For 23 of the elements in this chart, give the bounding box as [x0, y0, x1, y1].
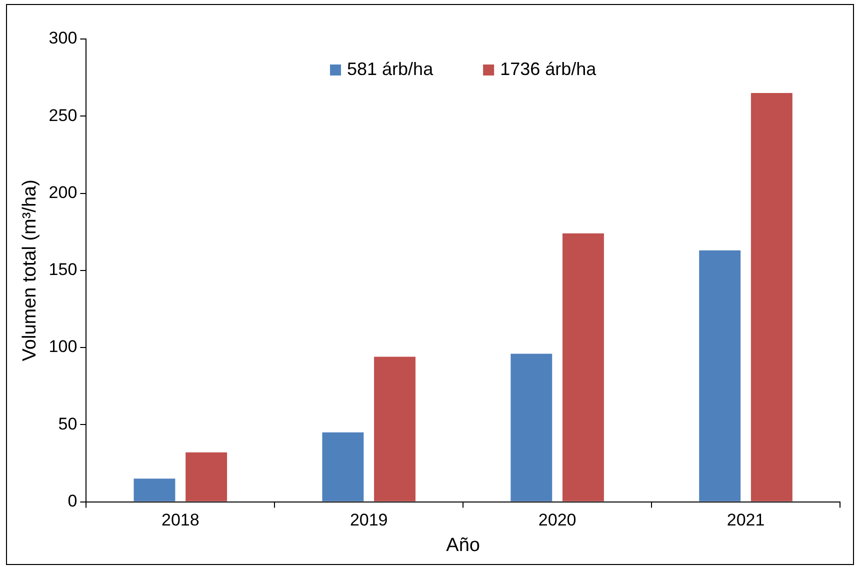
- y-axis-title: Volumen total (m³/ha): [20, 180, 41, 362]
- y-tick-label: 250: [48, 106, 78, 125]
- bar: [322, 432, 364, 502]
- x-tick-label: 2019: [350, 510, 388, 530]
- bar: [562, 233, 604, 502]
- y-tick-label: 150: [48, 260, 78, 280]
- x-axis-title: Año: [446, 534, 480, 556]
- bar: [134, 478, 176, 502]
- bar: [750, 92, 792, 502]
- y-tick-label: 100: [48, 337, 78, 356]
- x-tick-label: 2018: [161, 510, 200, 530]
- y-tick-label: 300: [48, 28, 78, 48]
- bar: [374, 356, 416, 502]
- y-tick-label: 0: [68, 491, 78, 510]
- y-tick-label: 50: [58, 414, 78, 434]
- bar: [699, 250, 741, 502]
- bar: [510, 354, 552, 502]
- bar: [186, 452, 228, 502]
- x-tick-label: 2020: [538, 510, 576, 530]
- legend-label: 1736 árb/ha: [500, 58, 598, 79]
- y-tick-label: 200: [48, 182, 78, 202]
- x-tick-label: 2021: [726, 510, 765, 530]
- legend-label: 581 árb/ha: [347, 58, 434, 79]
